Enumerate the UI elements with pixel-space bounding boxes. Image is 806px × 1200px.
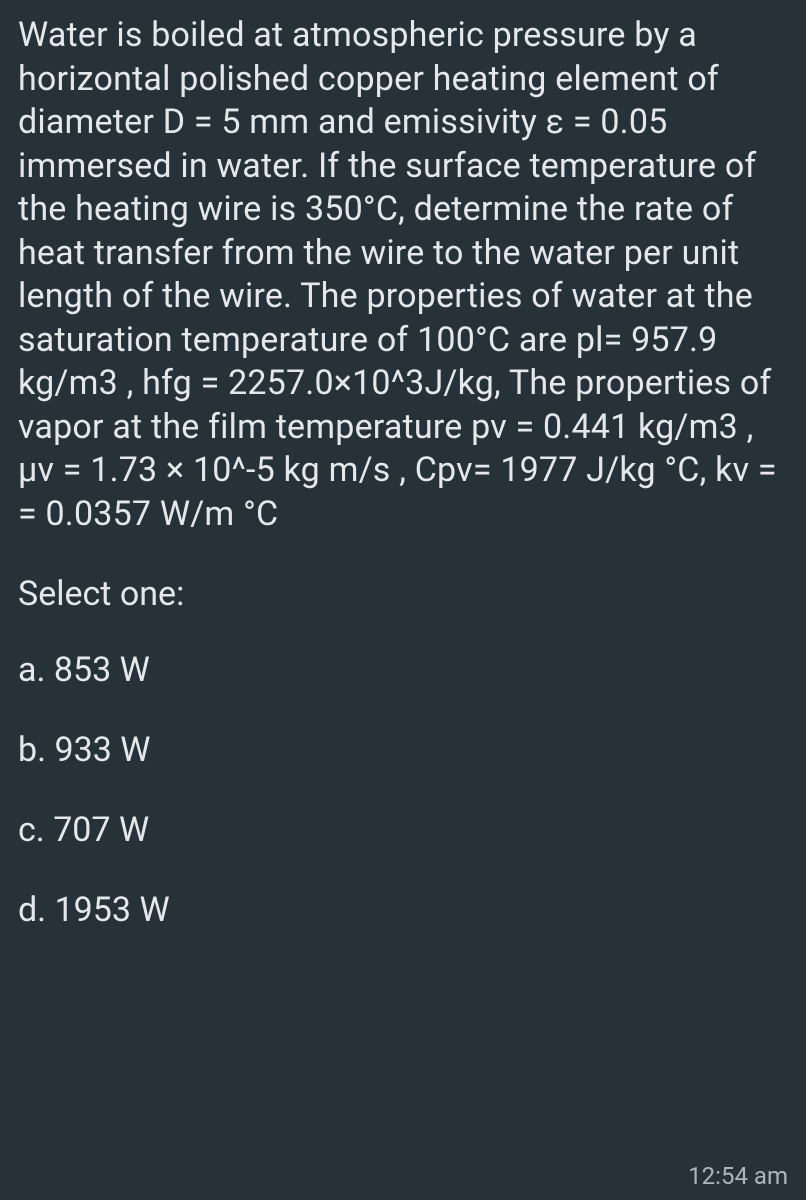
option-a[interactable]: a. 853 W (18, 650, 788, 690)
option-b[interactable]: b. 933 W (18, 730, 788, 770)
option-d[interactable]: d. 1953 W (18, 890, 788, 930)
quiz-screen: Water is boiled at atmospheric pressure … (0, 0, 806, 1200)
options-list: a. 853 W b. 933 W c. 707 W d. 1953 W (18, 650, 788, 930)
option-c[interactable]: c. 707 W (18, 810, 788, 850)
select-one-label: Select one: (18, 574, 788, 614)
question-text: Water is boiled at atmospheric pressure … (18, 14, 788, 536)
message-timestamp: 12:54 am (688, 1162, 788, 1190)
